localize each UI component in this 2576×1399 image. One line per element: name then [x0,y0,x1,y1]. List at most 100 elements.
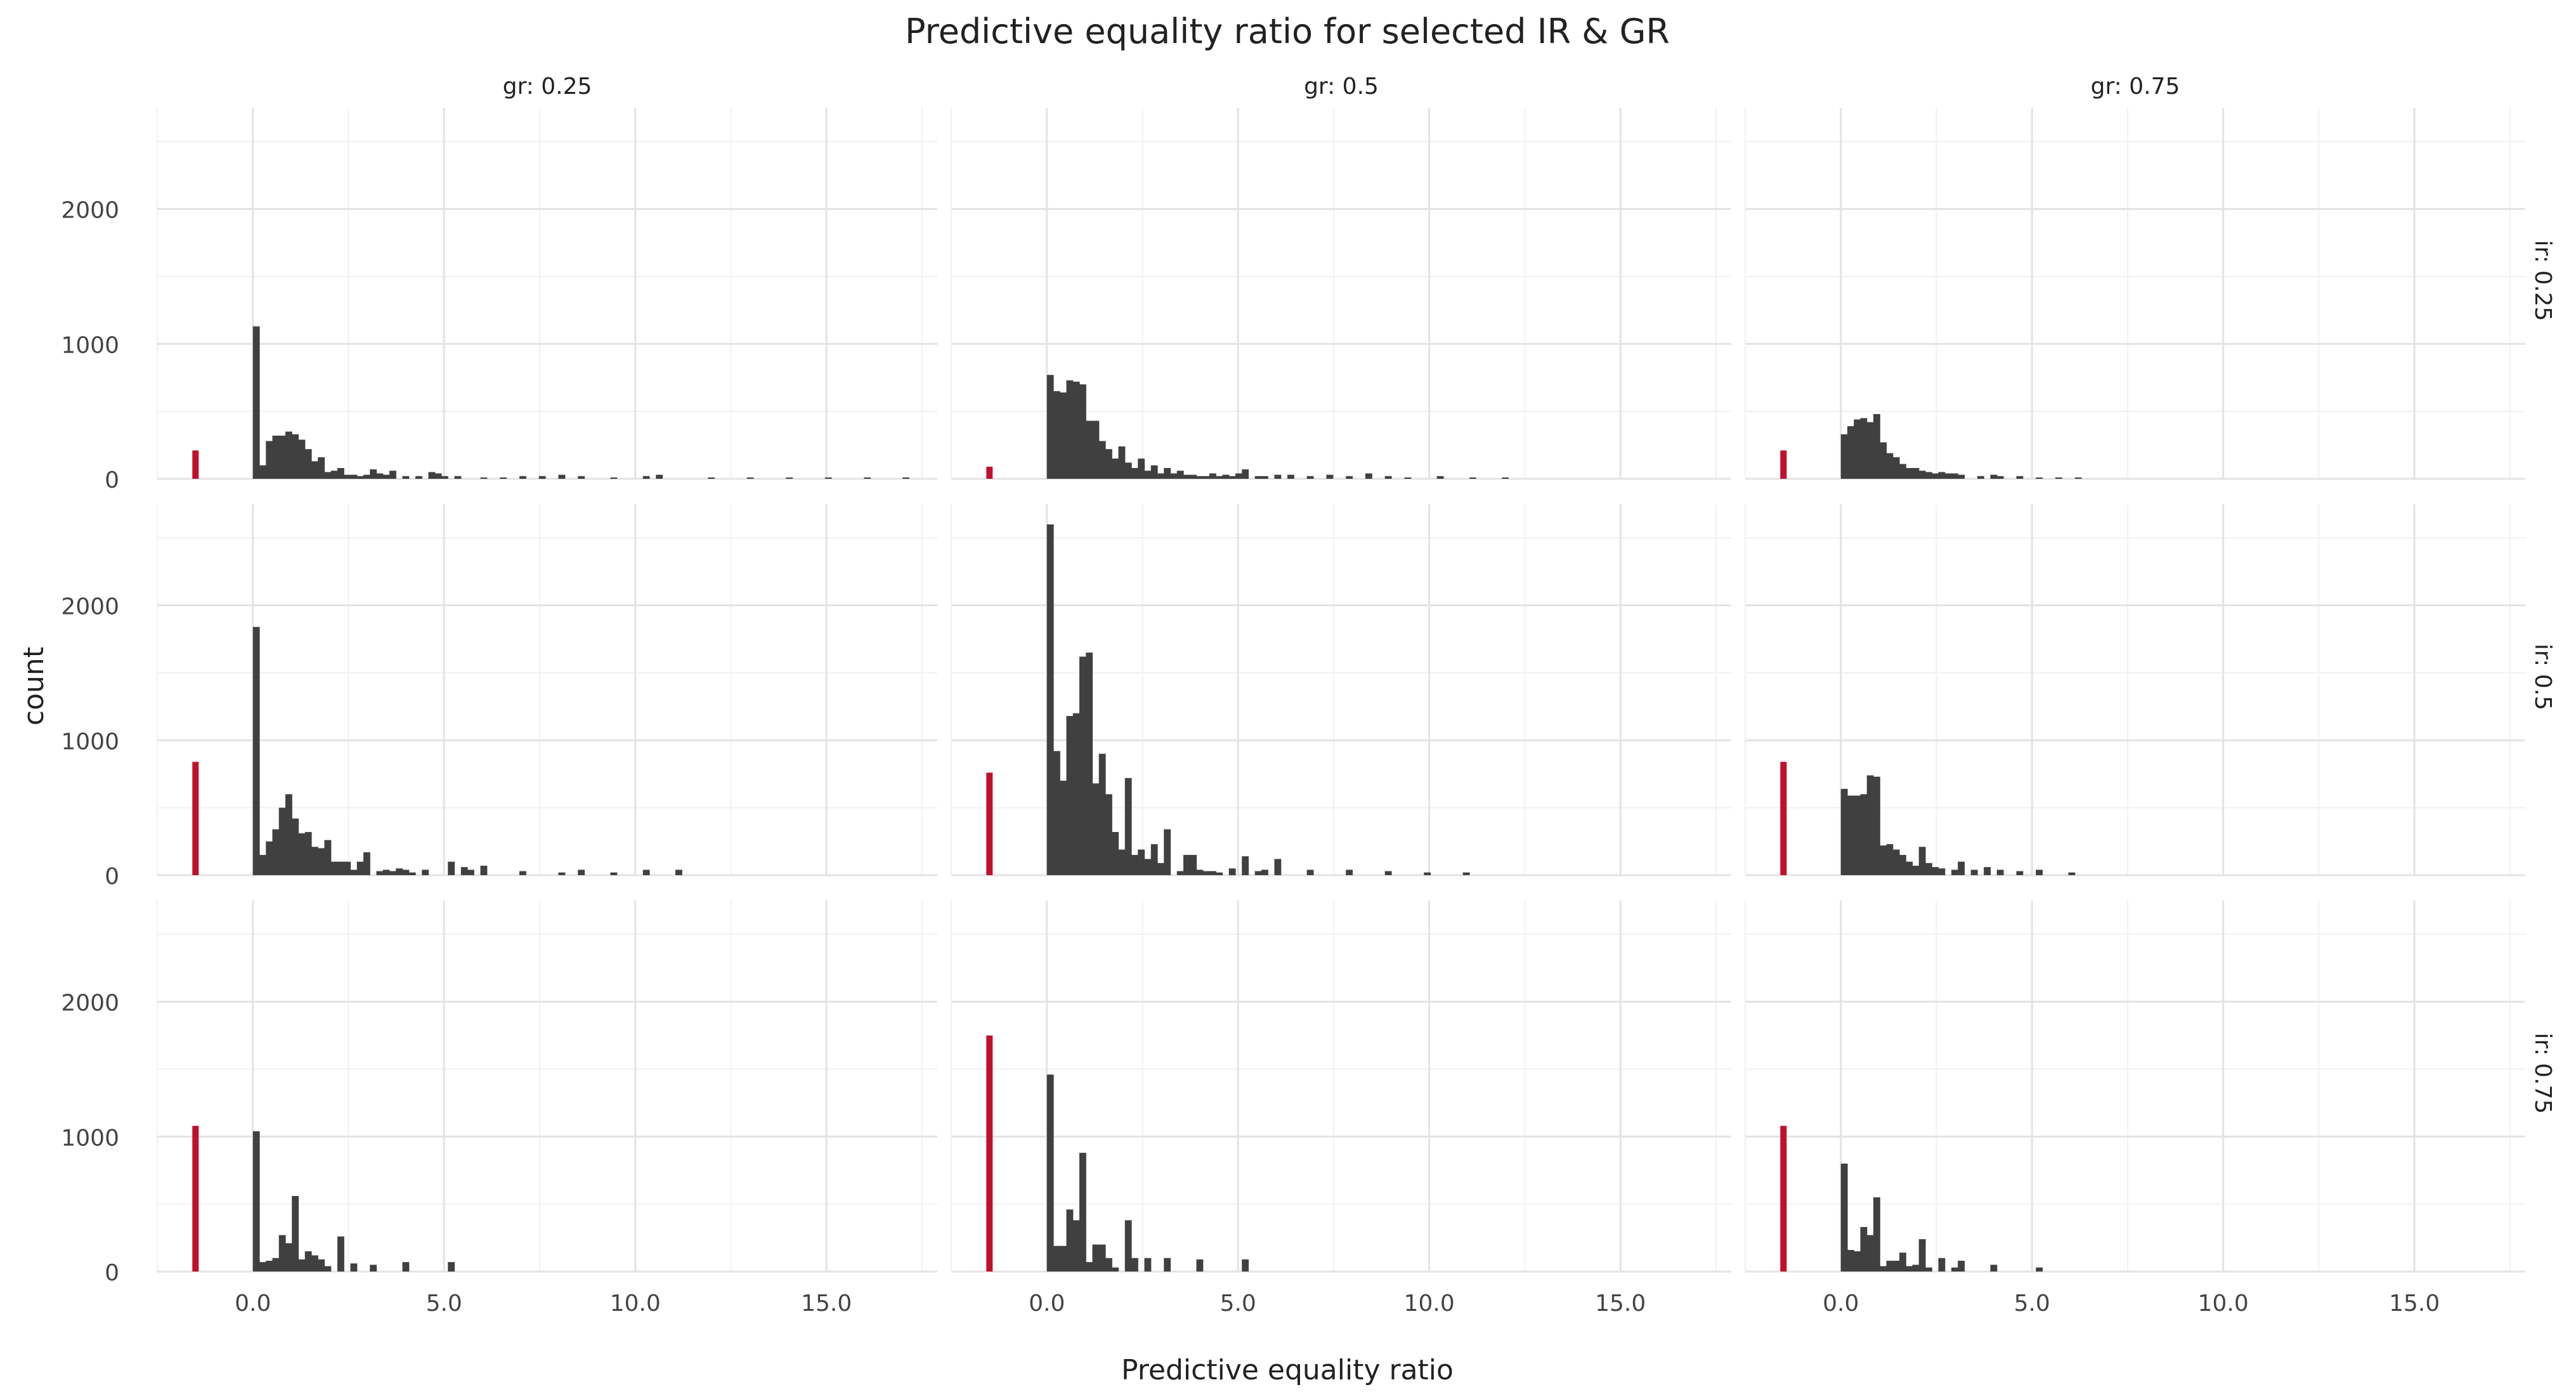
histogram-bar [344,474,351,479]
facet-panel [951,901,1731,1273]
histogram-bar [2016,476,2024,479]
histogram-bar [1873,776,1880,875]
histogram-bar [396,868,403,875]
histogram-bar [1854,795,1861,875]
histogram-bar [1847,795,1854,875]
histogram-bar [1384,476,1392,479]
histogram-bar [298,439,306,479]
histogram-bar [304,1251,312,1272]
histogram-bar [1196,476,1204,479]
histogram-bar [1216,476,1223,479]
histogram-bar [1112,1267,1119,1272]
histogram-bar [1873,413,1880,479]
histogram-bar [642,476,650,479]
histogram-bar [1287,474,1294,479]
histogram-bar [1086,420,1093,479]
histogram-bar [363,852,370,875]
histogram-bar [415,476,422,479]
histogram-bar [1469,477,1476,479]
histogram-bar [1242,469,1249,479]
histogram-bar [330,861,338,875]
histogram-bar [402,476,410,479]
histogram-bar [1502,477,1509,479]
histogram-bar [1164,829,1171,875]
y-tick-label: 1000 [61,1125,119,1151]
histogram-bar [1436,476,1444,479]
histogram-bar [1944,473,1952,479]
histogram-bar [1209,473,1216,479]
histogram-bar [1886,844,1894,875]
histogram-bar [480,477,488,479]
histogram-bar [1105,794,1112,875]
histogram-bar [311,1255,318,1272]
histogram-bar [1365,473,1372,479]
histogram-bar [2036,1267,2043,1272]
histogram-bar [1899,464,1906,479]
histogram-bar [1912,1265,1920,1272]
histogram-bar [467,869,474,875]
histogram-bar [1261,476,1268,479]
histogram-bar [1202,476,1210,479]
histogram-bar [278,1235,286,1272]
histogram-bar [298,833,306,875]
histogram-bar [1326,474,1334,479]
histogram-bar [389,871,396,875]
histogram-bar [1242,1259,1249,1272]
missing-value-bar [192,450,199,479]
histogram-bar [448,1262,455,1272]
histogram-bars [192,1126,455,1272]
histogram-bar [1118,446,1126,479]
missing-value-bar [1780,1126,1787,1272]
histogram-bar [376,871,384,875]
histogram-bar [1880,845,1887,875]
missing-value-bar [1780,450,1787,479]
histogram-bar [1046,524,1054,875]
histogram-bar [1072,381,1080,479]
histogram-bar [1098,441,1106,479]
histogram-bar [1840,434,1848,479]
histogram-bar [708,477,715,479]
histogram-bar [1086,653,1093,875]
histogram-bar [2036,477,2043,479]
histogram-bar [1164,1258,1171,1272]
facet-panel [157,108,937,480]
histogram-bar [1925,1267,1932,1272]
histogram-bar [1860,418,1868,479]
x-tick-label: 5.0 [2014,1291,2050,1317]
x-tick-label: 5.0 [426,1291,462,1317]
histogram-bar [1951,473,1958,479]
histogram-bar [454,476,462,479]
histogram-bar [1912,866,1920,875]
histogram-bar [266,1260,273,1272]
histogram-bars [1780,1126,2043,1272]
y-tick-label: 1000 [61,729,119,755]
histogram-bar [1144,859,1152,875]
histogram-bar [1124,778,1132,875]
facet-column-label: gr: 0.5 [1304,74,1379,100]
histogram-bar [1306,869,1314,875]
facet-row-label: ir: 0.25 [2530,240,2556,322]
histogram-bar [1925,862,1932,875]
chart-title: Predictive equality ratio for selected I… [905,11,1670,51]
histogram-bar [259,855,266,875]
histogram-bar [1235,473,1242,479]
histogram-bar [1958,474,1965,479]
histogram-bars [192,326,909,479]
histogram-bar [285,1243,292,1272]
histogram-bar [337,861,344,875]
histogram-bar [285,431,292,479]
histogram-bar [610,872,618,875]
histogram-bar [1886,453,1894,479]
histogram-bars [1780,762,2076,875]
histogram-bar [578,869,585,875]
histogram-bar [1196,1259,1204,1272]
histogram-bar [318,457,325,479]
histogram-bar [252,326,260,479]
histogram-bar [1899,855,1906,875]
histogram-bar [422,869,429,875]
histogram-bar [1098,753,1106,875]
histogram-bar [1105,1258,1112,1272]
histogram-bar [1046,375,1054,479]
histogram-bar [2036,869,2043,875]
